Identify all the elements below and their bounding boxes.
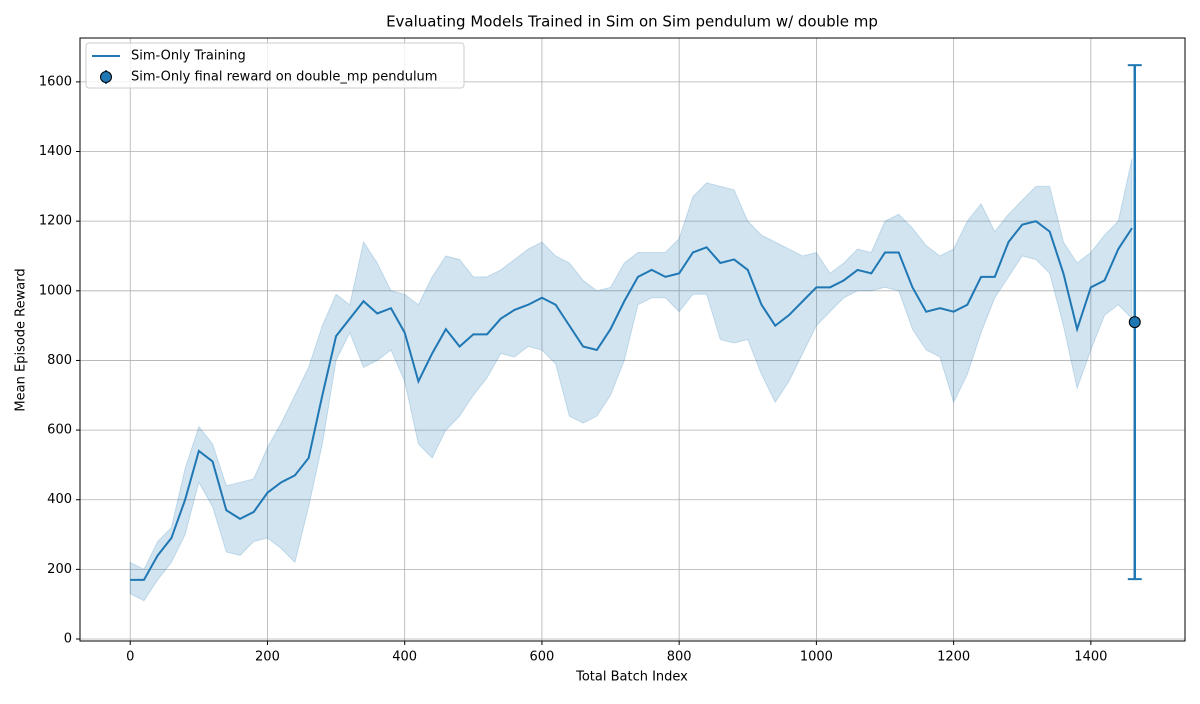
- x-tick-label: 200: [255, 650, 280, 665]
- confidence-band: [129, 158, 1133, 602]
- legend-label: Sim-Only final reward on double_mp pendu…: [131, 70, 437, 85]
- legend-box: [85, 42, 465, 89]
- point: [1128, 316, 1141, 329]
- x-tick-label: 0: [126, 650, 134, 665]
- x-tick-label: 600: [530, 650, 555, 665]
- x-axis-label: Total Batch Index: [575, 670, 688, 685]
- chart-title: Evaluating Models Trained in Sim on Sim …: [386, 13, 878, 31]
- x-tick-label: 800: [667, 650, 692, 665]
- y-axis-label: Mean Episode Reward: [14, 268, 29, 411]
- legend-swatch: [100, 71, 112, 83]
- x-tick-label: 1000: [800, 650, 833, 665]
- y-tick-label: 1200: [39, 214, 72, 229]
- y-tick-label: 400: [47, 492, 72, 507]
- plot-frame: [79, 37, 1186, 642]
- y-tick-label: 800: [47, 353, 72, 368]
- y-tick-label: 0: [64, 632, 72, 647]
- y-tick-label: 1600: [39, 74, 72, 89]
- y-tick-label: 200: [47, 562, 72, 577]
- line: [130, 220, 1133, 581]
- x-tick-label: 1200: [937, 650, 970, 665]
- y-tick-label: 1000: [39, 283, 72, 298]
- x-tick-label: 1400: [1074, 650, 1107, 665]
- legend-label: Sim-Only Training: [131, 49, 246, 64]
- x-tick-label: 400: [392, 650, 417, 665]
- y-tick-label: 1400: [39, 144, 72, 159]
- y-tick-label: 600: [47, 423, 72, 438]
